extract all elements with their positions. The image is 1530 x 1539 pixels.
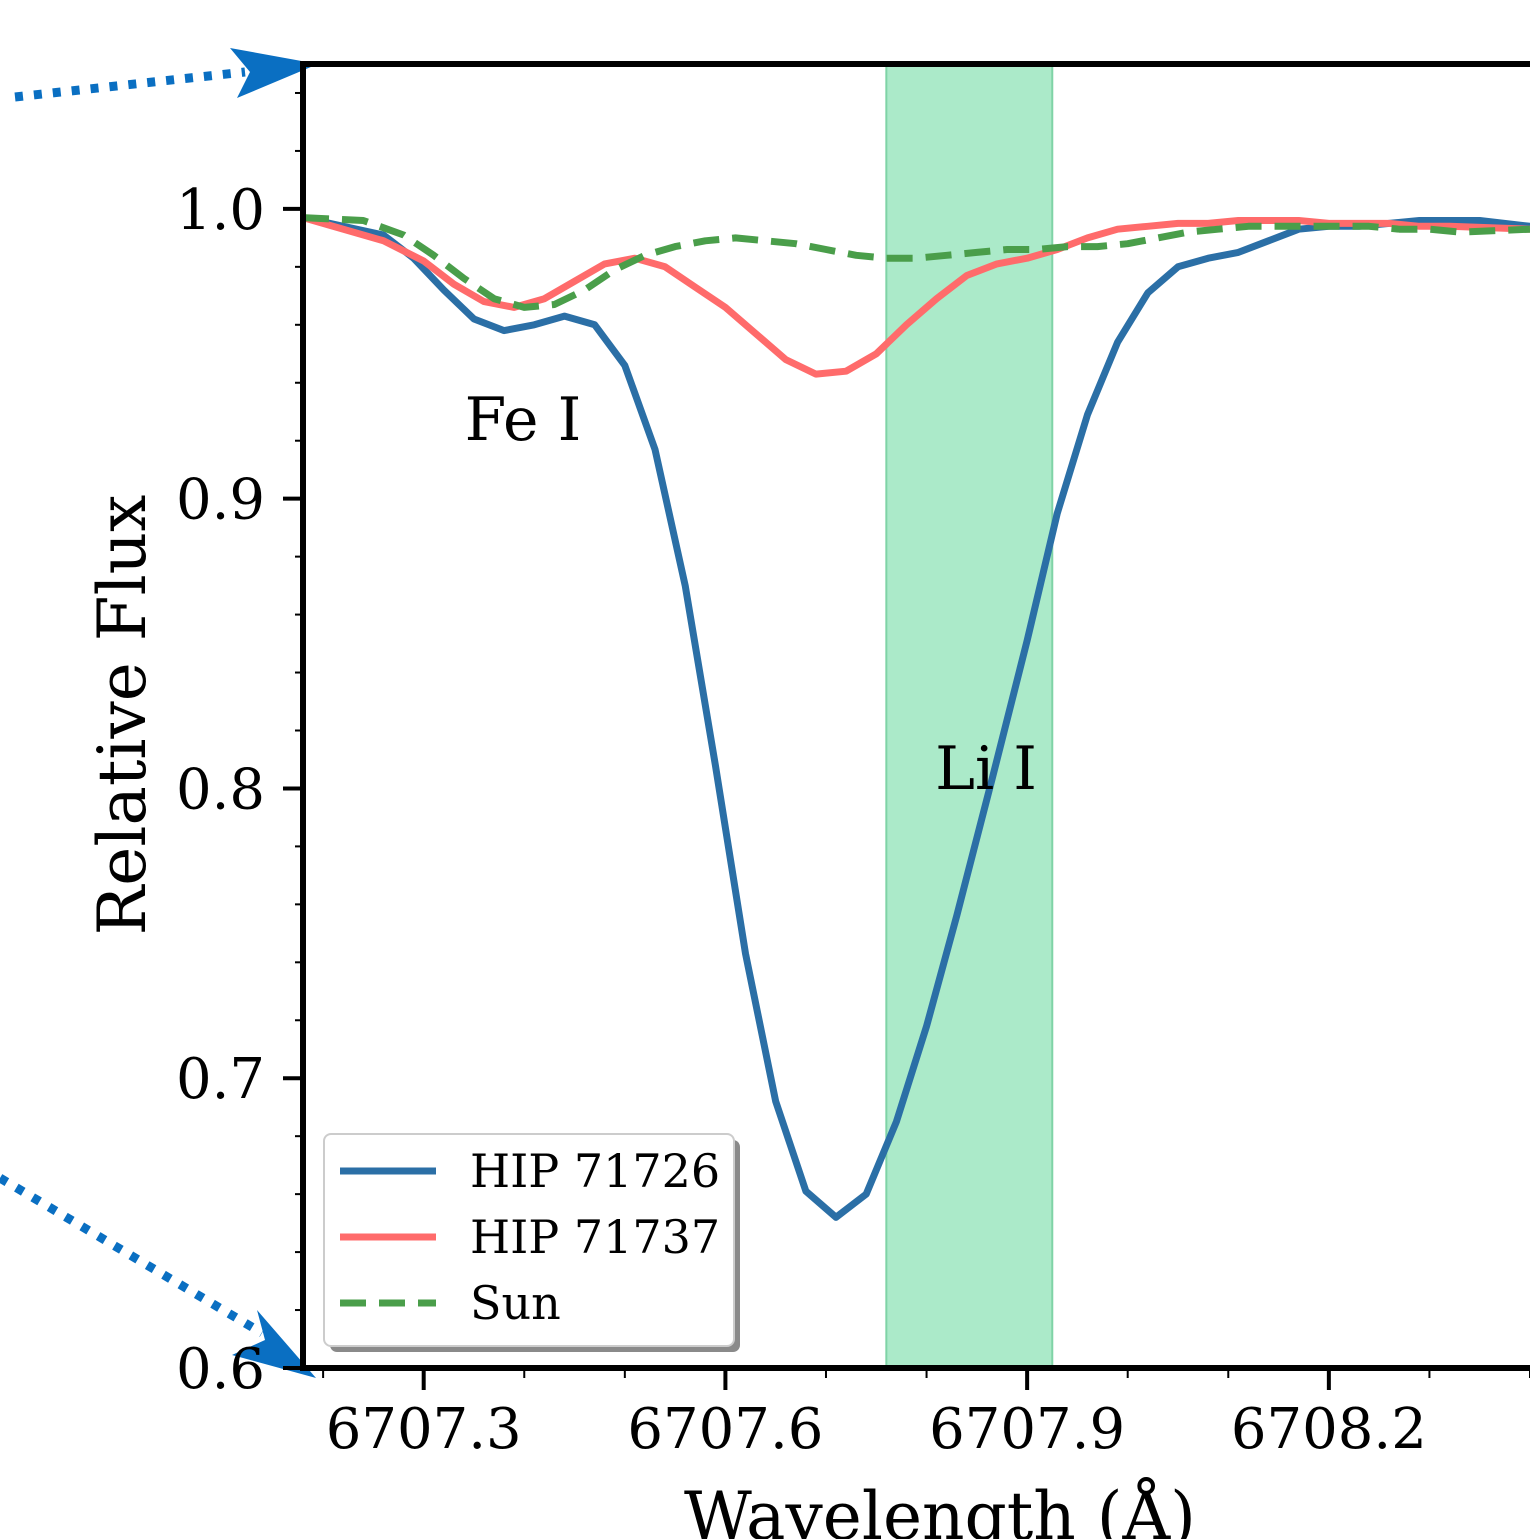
plot-body <box>303 64 1530 1368</box>
y-tick-label: 0.9 <box>176 468 265 533</box>
x-axis-ticks: 6707.3 6707.6 6707.9 6708.2 <box>322 1368 1530 1462</box>
x-tick-label: 6707.6 <box>627 1397 823 1462</box>
x-tick-label: 6707.9 <box>929 1397 1125 1462</box>
series-line-sun <box>303 214 1530 311</box>
legend-label-hip71737: HIP 71737 <box>470 1210 720 1264</box>
y-tick-label: 0.8 <box>176 757 265 822</box>
legend: HIP 71726 HIP 71737 Sun <box>323 1133 740 1352</box>
y-tick-label: 0.7 <box>176 1047 265 1112</box>
legend-box <box>323 1133 735 1347</box>
y-axis-title: Relative Flux <box>84 495 161 936</box>
annotation-fe: Fe I <box>465 385 582 455</box>
annotation-li: Li I <box>935 734 1037 804</box>
li-shaded-band <box>886 64 1053 1368</box>
lower-dotted-arrow <box>0 1174 265 1337</box>
series-layer <box>303 214 1530 1221</box>
y-tick-label: 1.0 <box>176 178 265 243</box>
upper-dotted-arrow <box>14 67 246 102</box>
legend-label-hip71726: HIP 71726 <box>470 1144 720 1198</box>
legend-label-sun: Sun <box>470 1276 561 1330</box>
series-line-hip-71737 <box>303 214 1530 378</box>
x-tick-label: 6707.3 <box>326 1397 522 1462</box>
x-tick-label: 6708.2 <box>1231 1397 1427 1462</box>
y-axis-ticks: 0.6 0.7 0.8 0.9 1.0 <box>176 91 303 1402</box>
upper-arrowhead <box>230 48 318 98</box>
x-axis-title: Wavelength (Å) <box>684 1478 1196 1539</box>
lower-arrowhead <box>232 1310 316 1378</box>
pointer-arrows <box>0 48 318 1378</box>
y-tick-label: 0.6 <box>176 1337 265 1402</box>
